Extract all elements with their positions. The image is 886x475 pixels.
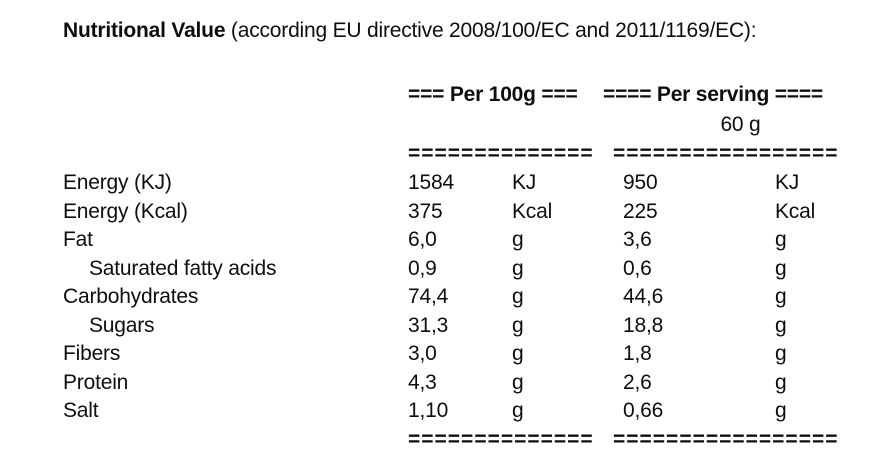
per-100g-unit: g <box>512 342 524 365</box>
per-serving-value: 44,6 <box>623 285 664 308</box>
row-label: Carbohydrates <box>63 285 199 308</box>
per-serving-value: 1,8 <box>623 342 652 365</box>
per-serving-value: 950 <box>623 171 658 194</box>
per-serving-unit: g <box>775 342 787 365</box>
per-100g-value: 4,3 <box>408 370 437 394</box>
per-100g-value: 6,0 <box>408 228 437 251</box>
separator-top-per-100g: ============== <box>408 142 594 165</box>
per-100g-value: 0,9 <box>408 256 437 280</box>
nutrition-table: === Per 100g === ==== Per serving ==== 6… <box>63 83 886 457</box>
serving-size-row: 60 g <box>63 113 886 142</box>
separator-top-row: ============== ================= <box>63 142 886 171</box>
row-label: Saturated fatty acids <box>89 256 277 280</box>
per-100g-unit: g <box>512 370 524 394</box>
row-label: Protein <box>63 370 129 394</box>
per-serving-unit: KJ <box>775 171 800 194</box>
per-100g-unit: g <box>512 399 524 422</box>
per-100g-unit: g <box>512 313 524 337</box>
per-serving-value: 0,6 <box>623 256 652 280</box>
per-serving-unit: g <box>775 285 787 308</box>
title-bold-text: Nutritional Value <box>63 19 226 42</box>
row-label: Fat <box>63 228 93 251</box>
per-100g-unit: Kcal <box>512 199 553 223</box>
per-serving-value: 18,8 <box>623 313 664 337</box>
per-serving-unit: g <box>775 313 787 337</box>
serving-size-value: 60 g <box>720 113 761 136</box>
per-100g-value: 1,10 <box>408 399 449 422</box>
separator-bottom-per-100g: ============== <box>408 427 594 451</box>
row-label: Energy (KJ) <box>63 171 172 194</box>
table-header-row: === Per 100g === ==== Per serving ==== <box>63 83 886 113</box>
table-row: Protein 4,3 g 2,6 g <box>63 371 886 400</box>
table-row: Salt 1,10 g 0,66 g <box>63 399 886 428</box>
title-regular-text: (according EU directive 2008/100/EC and … <box>225 19 757 42</box>
row-label: Energy (Kcal) <box>63 199 188 223</box>
row-label: Salt <box>63 399 99 422</box>
per-100g-value: 31,3 <box>408 313 449 337</box>
separator-bottom-row: ============== ================= <box>63 428 886 457</box>
table-row: Sugars 31,3 g 18,8 g <box>63 314 886 343</box>
per-100g-unit: g <box>512 228 524 251</box>
per-serving-unit: g <box>775 228 787 251</box>
row-label: Sugars <box>89 313 155 337</box>
per-serving-value: 225 <box>623 199 658 223</box>
column-header-per-100g: === Per 100g === <box>408 83 578 106</box>
separator-top-per-serving: ================= <box>613 142 839 165</box>
per-serving-value: 3,6 <box>623 228 652 251</box>
per-serving-unit: g <box>775 370 787 394</box>
per-100g-unit: g <box>512 256 524 280</box>
table-row: Fibers 3,0 g 1,8 g <box>63 342 886 371</box>
table-row: Fat 6,0 g 3,6 g <box>63 228 886 257</box>
separator-bottom-per-serving: ================= <box>613 427 839 451</box>
table-row: Carbohydrates 74,4 g 44,6 g <box>63 285 886 314</box>
per-100g-unit: g <box>512 285 524 308</box>
per-100g-value: 375 <box>408 199 443 223</box>
per-100g-value: 3,0 <box>408 342 437 365</box>
per-serving-value: 2,6 <box>623 370 652 394</box>
per-100g-value: 74,4 <box>408 285 449 308</box>
per-serving-unit: Kcal <box>775 199 816 223</box>
table-row: Energy (Kcal) 375 Kcal 225 Kcal <box>63 200 886 229</box>
table-row: Energy (KJ) 1584 KJ 950 KJ <box>63 171 886 200</box>
per-100g-unit: KJ <box>512 171 537 194</box>
per-serving-value: 0,66 <box>623 399 664 422</box>
per-serving-unit: g <box>775 399 787 422</box>
column-header-per-serving: ==== Per serving ==== <box>603 83 823 106</box>
per-100g-value: 1584 <box>408 171 454 194</box>
table-row: Saturated fatty acids 0,9 g 0,6 g <box>63 257 886 286</box>
page-title: Nutritional Value (according EU directiv… <box>63 17 757 45</box>
per-serving-unit: g <box>775 256 787 280</box>
row-label: Fibers <box>63 342 121 365</box>
